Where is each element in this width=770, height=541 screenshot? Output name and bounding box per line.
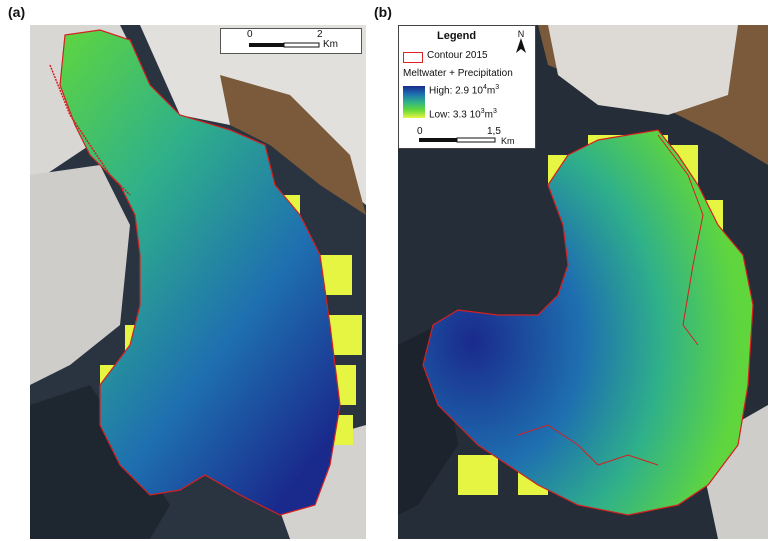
contour-2015 xyxy=(422,129,754,516)
legend: Legend N Contour 2015 Meltwater + Precip… xyxy=(398,25,536,149)
glacier-raster xyxy=(423,130,753,515)
contour-2015 xyxy=(517,424,659,466)
panel-a-label: (a) xyxy=(8,4,26,20)
snow-field xyxy=(548,25,738,115)
scalebar-graphic xyxy=(249,42,320,48)
panel-b-label: (b) xyxy=(374,4,392,20)
moraine xyxy=(220,75,366,215)
glacier-raster xyxy=(60,30,340,515)
rock-terrain xyxy=(30,385,170,539)
north-label: N xyxy=(518,29,525,39)
color-ramp xyxy=(403,86,425,118)
north-arrow-icon: N xyxy=(516,29,526,53)
low-label: Low: 3.3 103m3 xyxy=(429,108,497,121)
scale-tick-1-5: 1,5 xyxy=(487,126,501,137)
scale-tick-0: 0 xyxy=(417,126,423,137)
scalebar-a: 0 2 Km xyxy=(220,28,362,54)
panel-b-map: Legend N Contour 2015 Meltwater + Precip… xyxy=(398,25,768,539)
snow-field xyxy=(30,165,130,385)
contour-2015 xyxy=(49,64,131,196)
variable-label: Meltwater + Precipitation xyxy=(403,68,513,79)
scalebar-graphic xyxy=(419,137,496,143)
contour-swatch xyxy=(403,52,423,63)
contour-label: Contour 2015 xyxy=(427,50,488,61)
legend-title: Legend xyxy=(437,30,477,42)
glacier-map-a xyxy=(30,25,366,539)
contour-2015 xyxy=(59,29,341,516)
scale-unit: Km xyxy=(501,136,515,146)
scale-tick-2: 2 xyxy=(317,29,323,40)
scale-unit: Km xyxy=(323,39,338,50)
contour-2015 xyxy=(657,134,704,346)
scale-tick-0: 0 xyxy=(247,29,253,40)
panel-a-map: 0 2 Km xyxy=(30,25,366,539)
high-label: High: 2.9 104m3 xyxy=(429,84,500,97)
